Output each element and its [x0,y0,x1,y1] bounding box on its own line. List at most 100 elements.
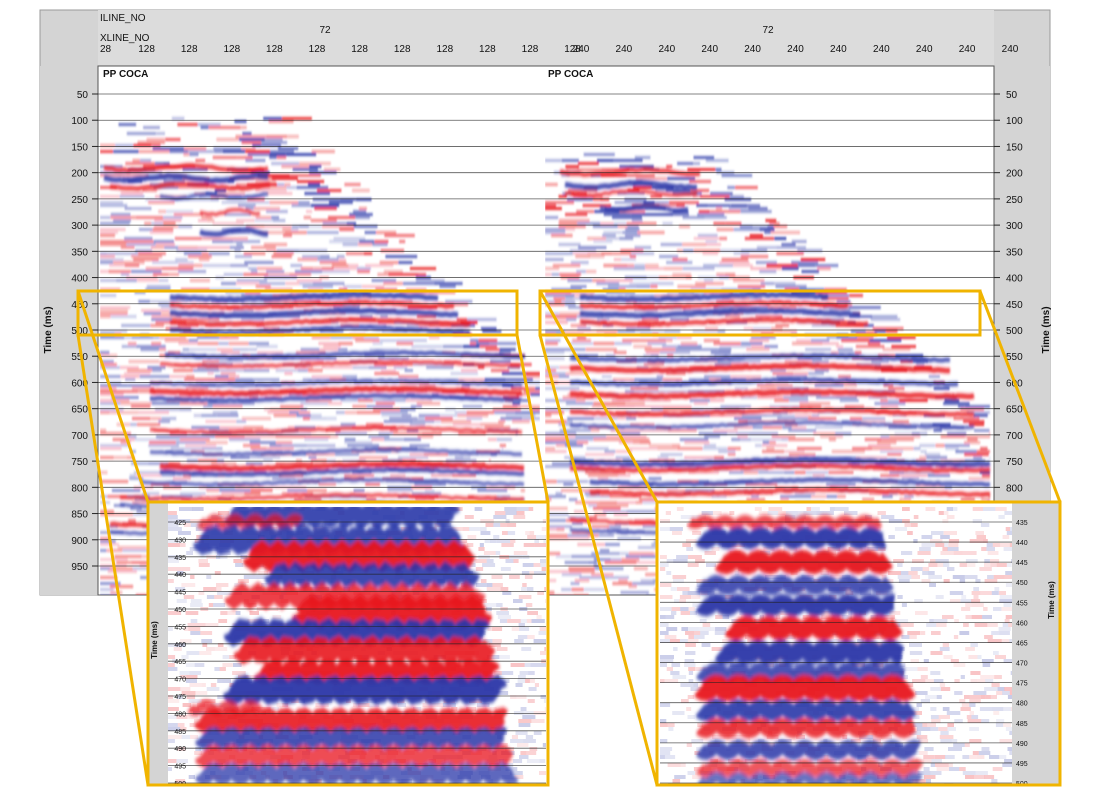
left-section-cell [296,474,304,477]
left-zoom-speckle [526,587,534,591]
right-zoom-speckle [995,655,1006,659]
right-section-cell [719,237,727,240]
right-section-cell [744,237,775,240]
left-zoom-speckle [199,623,206,627]
right-zoom-speckle [688,635,694,639]
right-zoom-speckle [990,563,997,567]
right-zoom-speckle [1011,559,1012,563]
right-section-cell [650,399,672,402]
left-zoom-speckle [533,731,542,735]
right-section-cell [601,375,612,378]
left-section-cell [342,243,358,246]
right-section-cell [849,417,863,420]
right-section-cell [573,297,585,300]
right-section-cell [572,252,588,255]
right-section-cell [635,501,643,504]
left-section-cell [399,240,406,243]
right-zoom-speckle [964,575,978,579]
left-section-cell [381,369,397,372]
right-section-cell [766,264,798,267]
right-zoom-speckle [972,519,982,523]
right-zoom-speckle [796,735,805,739]
right-section-cell [791,426,807,429]
right-section-cell [622,339,638,342]
left-section-cell [381,414,402,417]
left-zoom-speckle [168,519,172,523]
left-section-cell [291,204,312,207]
time-tick-label: 650 [71,405,88,416]
right-section-cell [620,591,649,594]
left-section-cell [494,411,516,414]
right-section-cell [874,330,886,333]
right-section-cell [769,222,780,225]
left-section-cell [100,510,114,513]
left-section-cell [193,369,205,372]
left-section-cell [286,135,299,138]
right-section-cell [716,300,723,303]
left-section-cell [281,117,312,120]
right-section-cell [568,498,578,501]
left-zoom-speckle [218,619,228,623]
right-section-cell [849,306,881,309]
left-section-cell [473,495,497,498]
left-zoom-speckle [198,591,205,595]
right-zoom-speckle [767,699,775,703]
right-section-cell [648,459,675,462]
left-zoom-speckle [364,747,369,751]
right-zoom-speckle [715,627,727,631]
right-zoom-speckle [1010,671,1012,675]
right-zoom-speckle [1007,747,1012,751]
right-section-cell [600,222,614,225]
right-section-cell [565,213,588,216]
right-zoom-speckle [660,563,669,567]
left-section-cell [387,489,413,492]
right-zoom-speckle [906,683,914,687]
right-zoom-speckle [1003,547,1012,551]
xline-tick-label: 128 [564,44,581,55]
right-zoom-speckle [857,759,868,763]
left-section-cell [434,420,441,423]
right-section-cell [691,408,704,411]
right-zoom-speckle [900,571,909,575]
right-zoom-speckle [936,623,947,627]
right-zoom-speckle [699,619,707,623]
right-zoom-speckle [796,591,807,595]
left-section-cell [322,222,347,225]
right-section-cell [743,327,753,330]
left-section-cell [108,525,118,528]
right-section-cell [682,267,715,270]
left-zoom-speckle [422,703,436,707]
left-section-cell [352,405,367,408]
right-section-cell [665,189,691,192]
left-section-cell [127,435,137,438]
left-zoom-speckle [518,723,531,727]
right-section-cell [545,351,565,354]
right-section-cell [570,261,589,264]
right-section-cell [793,372,809,375]
left-section-reflector [139,477,525,487]
right-section-cell [617,330,635,333]
left-section-cell [322,225,354,228]
right-section-cell [659,351,691,354]
time-tick-label: 200 [71,169,88,180]
right-section-cell [775,285,807,288]
left-section-cell [122,549,153,552]
right-section-cell [545,348,572,351]
right-zoom-speckle [973,595,979,599]
right-section-cell [558,375,570,378]
left-zoom-speckle [168,511,177,515]
right-section-cell [752,426,763,429]
right-zoom-speckle [670,671,680,675]
left-zoom-speckle [536,535,546,539]
left-section-cell [144,222,152,225]
left-zoom-speckle [485,523,494,527]
right-section-cell [613,159,643,162]
left-section-cell [217,348,233,351]
right-section-cell [610,429,641,432]
left-section-cell [100,351,110,354]
xline-tick-label: 128 [522,44,539,55]
left-section-cell [130,507,142,510]
right-section-cell [797,264,816,267]
left-section-cell [339,228,355,231]
left-section-cell [313,267,322,270]
